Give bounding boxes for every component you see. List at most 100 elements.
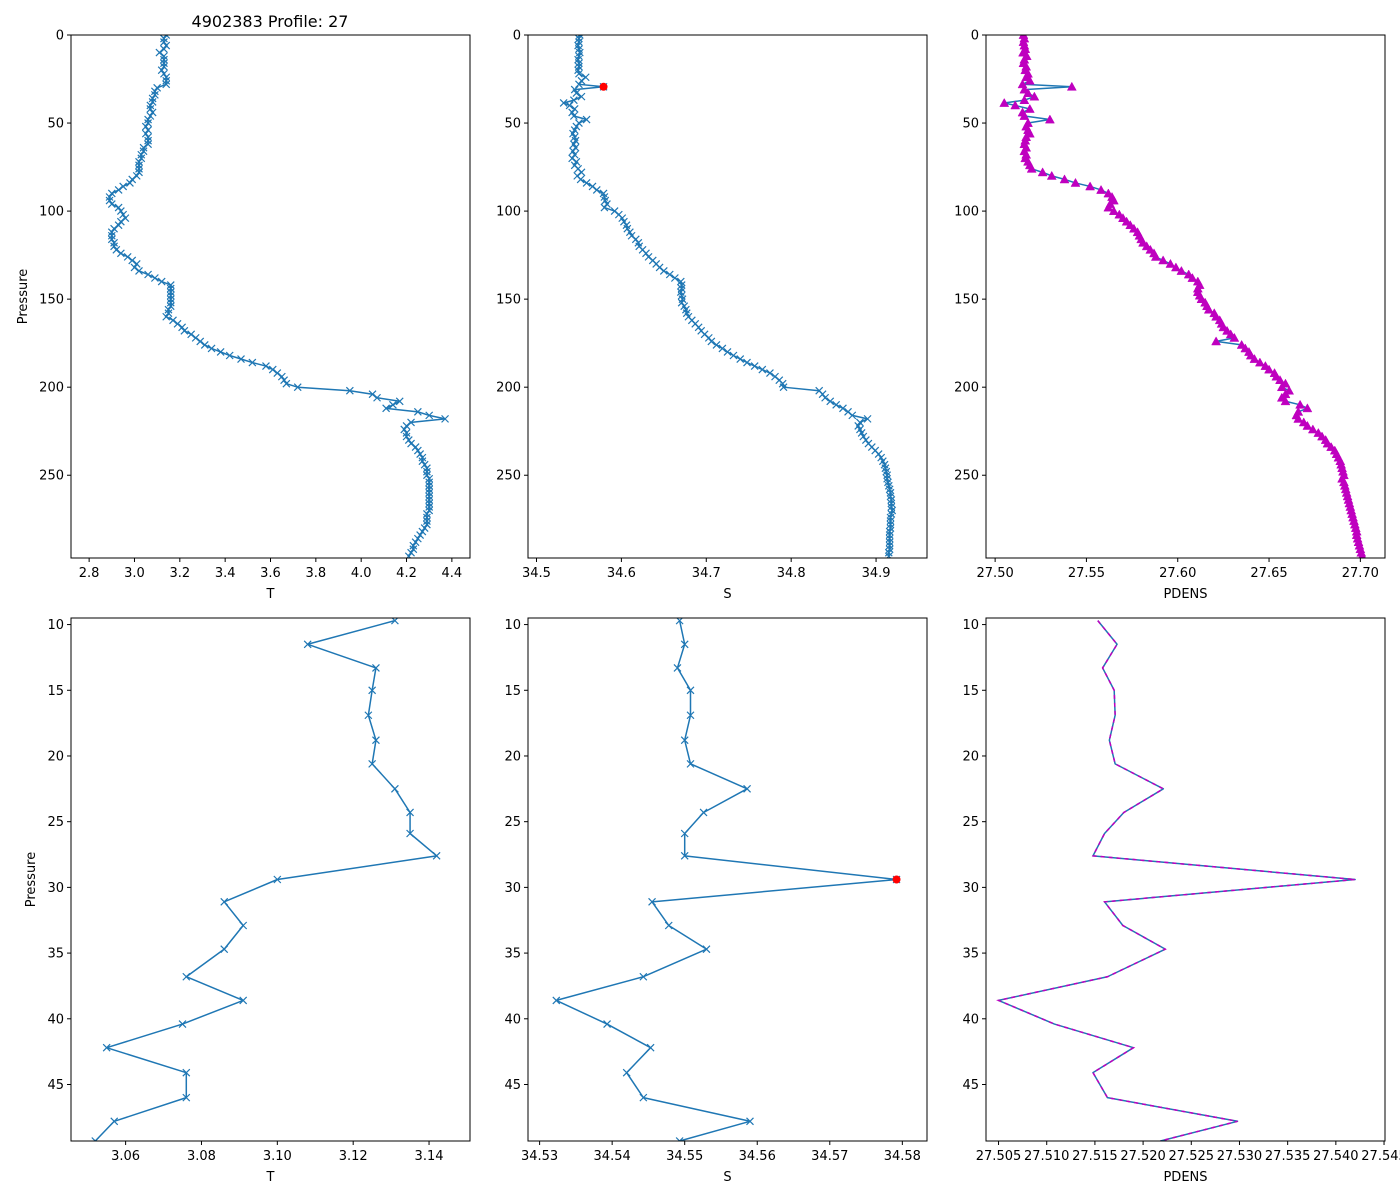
x-axis-label: S [723, 1170, 731, 1185]
data-point [746, 1117, 754, 1126]
data-point [680, 829, 689, 838]
data-point [166, 298, 175, 307]
data-point [575, 35, 583, 43]
data-point [680, 640, 689, 649]
data-point [571, 143, 580, 152]
data-point [148, 108, 157, 117]
data-point [416, 531, 425, 540]
series-line [108, 35, 446, 557]
data-point [239, 921, 248, 930]
data-point [863, 414, 872, 423]
data-point [146, 101, 155, 110]
data-point [425, 492, 434, 501]
data-point [883, 471, 892, 480]
x-tick-label: 27.535 [1265, 1149, 1311, 1164]
panel-top-pdens: 27.50 27.55 27.60 27.65 27.70 0 50 100 150 200 250… [954, 29, 1386, 602]
data-point [409, 541, 418, 550]
data-point [432, 851, 441, 860]
x-tick-label: 3.10 [263, 1149, 292, 1164]
data-point [575, 69, 583, 78]
y-tick-label: 45 [962, 1078, 979, 1093]
x-tick-label: 34.53 [521, 1149, 558, 1164]
y-tick-label: 250 [496, 469, 521, 484]
data-point [116, 217, 125, 226]
x-tick-label: 27.515 [1072, 1149, 1118, 1164]
data-point [441, 414, 449, 423]
y-tick-label: 20 [962, 749, 979, 764]
data-point [582, 178, 591, 187]
data-point [110, 238, 118, 247]
data-point [884, 548, 893, 557]
data-point [395, 397, 404, 406]
data-point [1085, 181, 1096, 191]
data-point [166, 302, 175, 311]
data-point [148, 94, 157, 103]
x-tick-label: 4.2 [396, 566, 417, 581]
data-point [225, 351, 234, 360]
data-point [582, 115, 591, 124]
x-tick-label: 27.510 [1024, 1149, 1070, 1164]
y-tick-label: 30 [962, 881, 979, 896]
y-tick-label: 15 [47, 684, 64, 699]
data-point [402, 422, 411, 430]
data-point [107, 200, 116, 208]
x-tick-label: 3.2 [169, 566, 190, 581]
data-point [425, 488, 434, 497]
data-point [404, 436, 413, 444]
y-tick-label: 50 [962, 117, 979, 132]
data-point [119, 210, 128, 219]
y-tick-label: 150 [496, 293, 521, 308]
y-tick-label: 35 [504, 947, 521, 962]
y-tick-label: 100 [39, 205, 64, 220]
data-point [707, 337, 716, 346]
data-point [107, 228, 116, 237]
data-point [139, 143, 148, 152]
data-point [123, 252, 132, 261]
data-point [1029, 91, 1040, 101]
y-tick-label: 45 [47, 1078, 64, 1093]
x-tick-label: 27.505 [976, 1149, 1022, 1164]
data-point [144, 119, 153, 127]
data-point [1010, 100, 1021, 110]
y-tick-label: 35 [962, 947, 979, 962]
data-point [144, 133, 153, 142]
data-point [1211, 336, 1222, 346]
data-point [418, 527, 427, 536]
data-point [664, 921, 673, 930]
x-axis-label: PDENS [1163, 1170, 1207, 1185]
data-point [116, 249, 125, 258]
data-point [670, 274, 679, 282]
data-point [105, 196, 114, 205]
data-point [144, 270, 153, 279]
x-tick-label: 34.8 [777, 566, 806, 581]
x-tick-label: 27.65 [1250, 566, 1287, 581]
data-point [750, 362, 759, 370]
x-tick-label: 4.4 [442, 566, 463, 581]
data-point [132, 171, 141, 180]
data-point [423, 471, 431, 480]
data-point [576, 175, 585, 184]
data-point [364, 711, 373, 720]
x-tick-label: 34.58 [884, 1149, 921, 1164]
data-point [648, 897, 656, 906]
data-point [372, 664, 380, 672]
data-point [280, 376, 289, 385]
data-point [413, 446, 422, 455]
panel-top-s: 34.5 34.6 34.7 34.8 34.9 0 50 100 150 200 250 S [496, 29, 928, 602]
data-point [166, 281, 175, 289]
y-tick-label: 30 [504, 881, 521, 896]
data-point [1024, 103, 1035, 113]
data-point [886, 513, 895, 522]
data-point [402, 429, 411, 437]
series-line [997, 620, 1356, 1141]
plot-area [996, 620, 1356, 1141]
data-point [694, 323, 703, 332]
panels: 2.8 3.0 3.2 3.4 3.6 3.8 4.0 4.2 4.40501001502002… [16, 29, 1400, 1186]
y-tick-label: 100 [496, 205, 521, 220]
figure-title: 4902383 Profile: 27 [192, 12, 349, 31]
data-point [639, 1093, 648, 1102]
y-tick-label: 0 [971, 29, 979, 44]
data-point [182, 1068, 191, 1077]
data-point [887, 495, 896, 504]
